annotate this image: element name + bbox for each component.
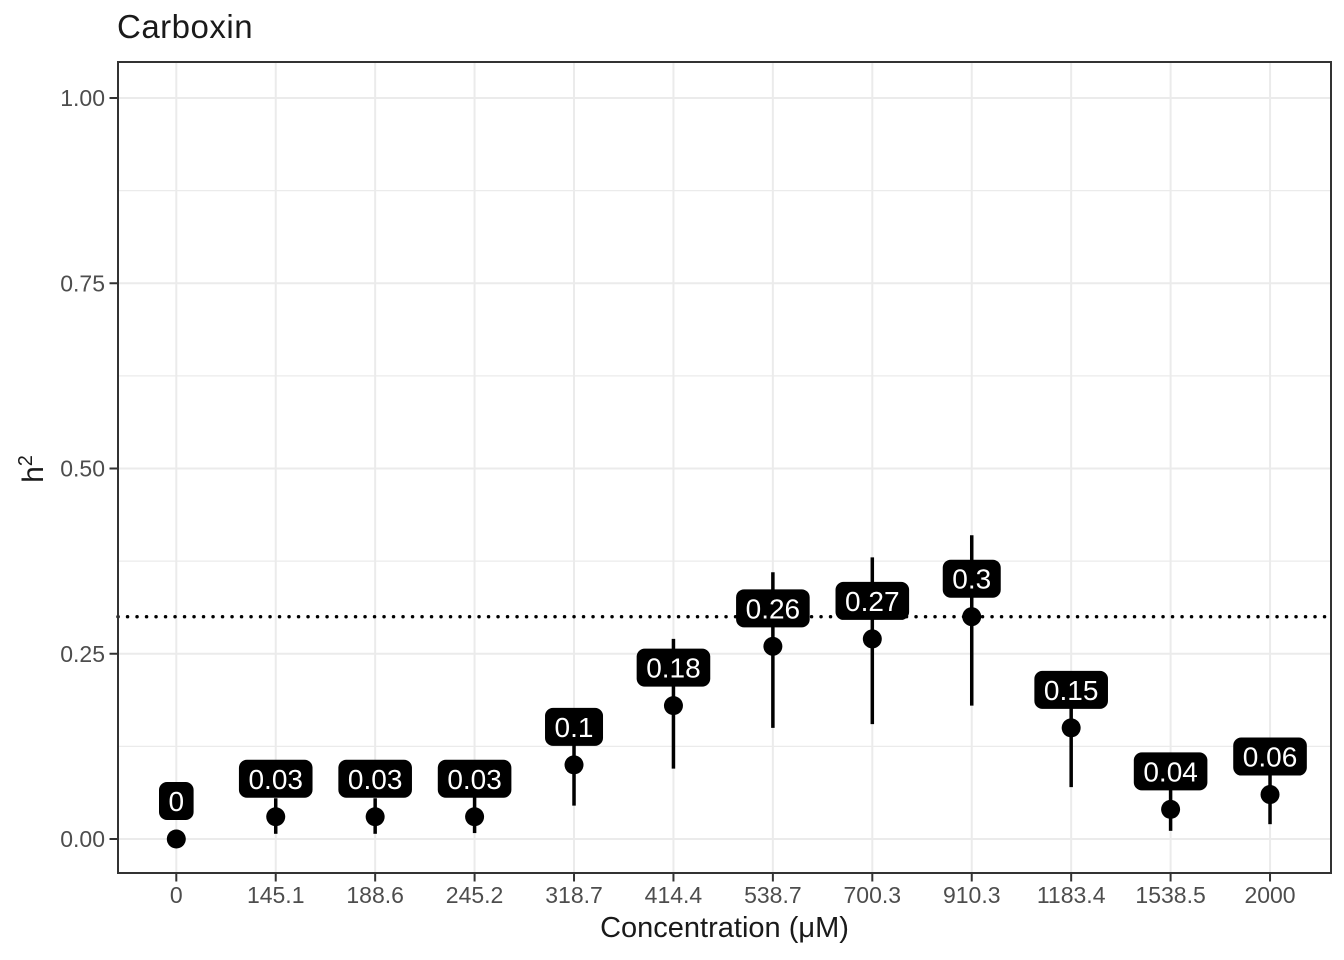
value-label-box [238, 759, 313, 798]
chart-title: Carboxin [117, 8, 254, 45]
y-tick-label: 0.00 [60, 826, 105, 852]
data-point [365, 807, 385, 827]
data-point [862, 629, 882, 649]
x-tick-label: 318.7 [545, 882, 603, 908]
value-label: 0.3 [952, 564, 991, 595]
x-tick-label: 145.1 [247, 882, 305, 908]
y-axis-title: h2 [9, 417, 50, 521]
value-label-box [835, 581, 910, 620]
x-tick-label: 0 [170, 882, 183, 908]
y-tick-label: 0.50 [60, 456, 105, 482]
x-tick-label: 1183.4 [1037, 882, 1106, 908]
value-label: 0.03 [447, 764, 502, 795]
value-label-box [437, 759, 512, 798]
data-point [465, 807, 485, 827]
y-tick-label: 0.75 [60, 270, 105, 296]
panel-border [117, 61, 1332, 874]
x-tick-label: 414.4 [645, 882, 703, 908]
x-tick-label: 910.3 [943, 882, 1001, 908]
data-point [166, 829, 186, 849]
value-label-box [1034, 670, 1108, 709]
x-tick-label: 538.7 [744, 882, 802, 908]
data-point [1061, 718, 1081, 738]
value-label-box [1133, 752, 1208, 791]
value-label: 0.06 [1243, 742, 1298, 773]
data-point [663, 696, 683, 716]
value-label-box [736, 589, 810, 628]
value-label-box [159, 782, 194, 820]
x-tick-label: 2000 [1244, 882, 1295, 908]
data-point [763, 636, 783, 656]
value-label: 0.1 [555, 712, 594, 743]
x-axis-title: Concentration (μM) [600, 912, 849, 944]
value-label: 0.04 [1143, 756, 1198, 787]
value-label-box [338, 759, 412, 798]
y-axis-title-superscript: 2 [15, 455, 37, 467]
value-label-box [545, 707, 604, 746]
y-axis-title-base: h [17, 466, 50, 483]
x-tick-label: 245.2 [446, 882, 504, 908]
value-label: 0 [169, 786, 185, 817]
value-label-box [636, 648, 711, 687]
value-label: 0.27 [845, 586, 900, 617]
value-label: 0.26 [746, 593, 801, 624]
value-label: 0.03 [248, 764, 303, 795]
y-tick-label: 0.25 [60, 641, 105, 667]
data-point [564, 755, 584, 775]
y-tick-label: 1.00 [60, 85, 105, 111]
x-tick-label: 1538.5 [1135, 882, 1205, 908]
value-label: 0.18 [646, 653, 701, 684]
value-label: 0.15 [1044, 675, 1099, 706]
value-label-box [1233, 737, 1307, 776]
data-point [1161, 799, 1181, 819]
data-point [266, 807, 286, 827]
value-label: 0.03 [348, 764, 403, 795]
data-point [962, 607, 982, 627]
value-label-box [942, 559, 1001, 598]
data-point [1260, 785, 1280, 805]
x-tick-label: 700.3 [844, 882, 902, 908]
x-tick-label: 188.6 [346, 882, 404, 908]
